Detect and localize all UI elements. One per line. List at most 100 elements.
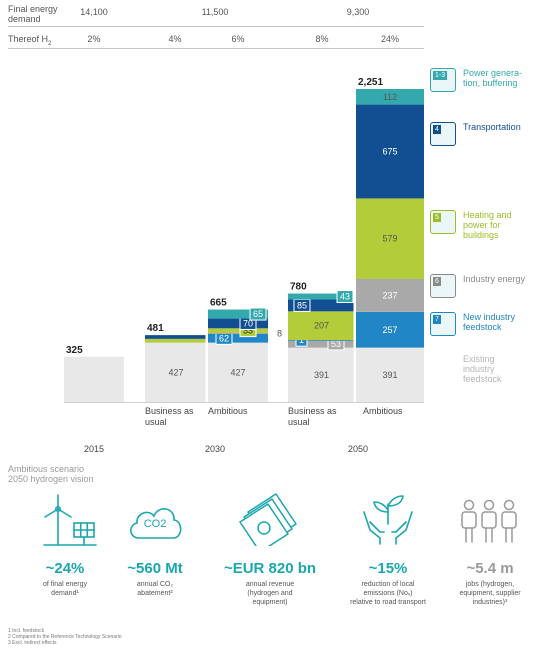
table-rule-top — [8, 26, 424, 27]
category-label-2050-ambitious: Ambitious — [363, 406, 403, 416]
bar-segment-3-5 — [288, 293, 355, 300]
vision-value-emissions: ~15% — [368, 560, 408, 577]
bar-segment-3-1 — [288, 340, 355, 348]
total-label-0: 325 — [66, 345, 83, 356]
segment-label-2-1: 62 — [219, 333, 229, 343]
bar-segment-4-5 — [356, 89, 424, 105]
segment-label-3-2: 1 — [299, 335, 304, 345]
bar-segment-4-3 — [356, 198, 424, 279]
total-label-4: 2,251 — [358, 77, 383, 88]
vision-value-share: ~24% — [45, 560, 85, 577]
footnote-1: 1 Incl. feedstock — [8, 628, 45, 634]
vision-title: Ambitious scenario 2050 hydrogen vision — [8, 464, 94, 484]
vision-desc-co2: annual CO₂ abatement² — [136, 581, 174, 597]
bar-segment-4-4 — [356, 104, 424, 199]
bar-segment-3-0 — [288, 347, 355, 402]
bar-segment-2-0 — [208, 342, 268, 402]
h2-share-2030-ambitious: 6% — [231, 34, 245, 44]
category-label-2050-bau: Business as usual — [288, 406, 337, 427]
segment-label-2-4: 70 — [243, 318, 253, 328]
vision-desc-revenue: annual revenue (hydrogen and equipment) — [245, 581, 295, 606]
segment-label-3-5: 43 — [340, 292, 350, 302]
legend-icon-0: 1-3 — [430, 68, 456, 92]
bar-segment-3-4 — [288, 299, 355, 312]
bar-segment-4-1 — [356, 311, 424, 348]
vision-desc-share: of final energy demand¹ — [43, 581, 87, 597]
legend-label-4: New industry feedstock — [463, 312, 516, 332]
legend-badge-1: 4 — [433, 125, 441, 134]
vision-desc-emissions: reduction of local emissions (Noₓ) relativ… — [350, 581, 426, 606]
segment-label-2-3: 33 — [243, 326, 253, 336]
bar-segment-3-3 — [288, 311, 355, 341]
bar-segment-1-2 — [145, 335, 207, 339]
segment-label-4-5: 112 — [383, 92, 397, 102]
segment-label-4-3: 579 — [382, 234, 397, 244]
bar-segment-2-5 — [208, 309, 268, 319]
h2-share-label: Thereof H2 — [8, 34, 52, 47]
segment-label-4-4: 675 — [382, 147, 397, 157]
segment-badge-3-5 — [336, 290, 354, 304]
bar-segment-3-2 — [288, 340, 355, 341]
legend-label-5: Existing industry feedstock — [463, 354, 502, 384]
vision-value-revenue: ~EUR 820 bn — [223, 560, 317, 577]
segment-label-4-2: 237 — [382, 290, 397, 300]
legend-icon-1: 4 — [430, 122, 456, 146]
segment-label-3-0: 391 — [314, 370, 329, 380]
category-label-2030-ambitious: Ambitious — [208, 406, 248, 416]
legend-badge-0: 1-3 — [433, 71, 448, 80]
legend-badge-2: 5 — [433, 213, 441, 222]
co2-cloud-icon — [130, 508, 182, 539]
bar-segment-2-2 — [208, 332, 268, 335]
bar-segment-0-0 — [64, 356, 124, 402]
category-label-2030-bau: Business as usual — [145, 406, 194, 427]
footnotes: 1 Incl. feedstock 2 Compared to the Refe… — [8, 628, 122, 646]
total-label-2: 665 — [210, 298, 227, 309]
segment-label-4-1: 257 — [382, 325, 397, 335]
vision-desc-jobs: jobs (hydrogen, equipment, supplier indust… — [459, 581, 521, 606]
h2-share-2050-ambitious: 24% — [380, 34, 399, 44]
wind-solar-icon — [43, 494, 97, 546]
people-icon — [461, 499, 517, 543]
segment-label-1-0: 427 — [168, 367, 183, 377]
segment-label-4-0: 391 — [382, 370, 397, 380]
total-label-1: 481 — [147, 323, 164, 334]
demand-value-2050: 9,300 — [346, 7, 370, 17]
co2-icon-text: CO2 — [143, 518, 167, 530]
legend-label-1: Transportation — [463, 122, 521, 132]
h2-share-2015: 2% — [87, 34, 101, 44]
segment-label-2-0: 427 — [230, 367, 245, 377]
legend-icon-3: 6 — [430, 274, 456, 298]
bar-segment-1-1 — [145, 338, 207, 343]
legend-badge-3: 6 — [433, 277, 441, 286]
year-label-2050: 2050 — [347, 444, 369, 454]
legend-icon-4: 7 — [430, 312, 456, 336]
demand-value-2015: 14,100 — [80, 7, 108, 17]
footnote-3: 3 Excl. indirect effects — [8, 640, 57, 646]
segment-badge-2-5 — [249, 307, 267, 321]
money-icon — [239, 493, 297, 546]
legend-label-2: Heating and power for buildings — [463, 210, 512, 240]
segment-label-3-1: 53 — [331, 339, 341, 349]
h2-share-2030-bau: 4% — [168, 34, 182, 44]
hands-plant-icon — [363, 495, 413, 545]
segment-label-2-5: 65 — [253, 309, 263, 319]
legend-icon-2: 5 — [430, 210, 456, 234]
bar-segment-1-0 — [145, 342, 207, 402]
year-label-2015: 2015 — [83, 444, 105, 454]
bar-segment-4-2 — [356, 278, 424, 312]
bar-segment-2-1 — [208, 334, 268, 343]
h2-share-2050-bau: 8% — [315, 34, 329, 44]
demand-value-2030: 11,500 — [201, 7, 229, 17]
bar-segment-2-4 — [208, 318, 268, 329]
table-rule-bottom — [8, 48, 424, 49]
final-energy-demand-label: Final energy demand — [8, 4, 58, 24]
footnote-2: 2 Compared to the Reference Technology S… — [8, 634, 122, 640]
year-label-2030: 2030 — [204, 444, 226, 454]
legend-label-0: Power genera-tion, buffering — [463, 68, 523, 88]
segment-label-3-3: 207 — [314, 321, 329, 331]
legend-label-3: Industry energy — [463, 274, 526, 284]
total-label-3: 780 — [290, 282, 307, 293]
vision-value-co2: ~560 Mt — [127, 560, 183, 577]
bar-segment-2-3 — [208, 328, 268, 333]
